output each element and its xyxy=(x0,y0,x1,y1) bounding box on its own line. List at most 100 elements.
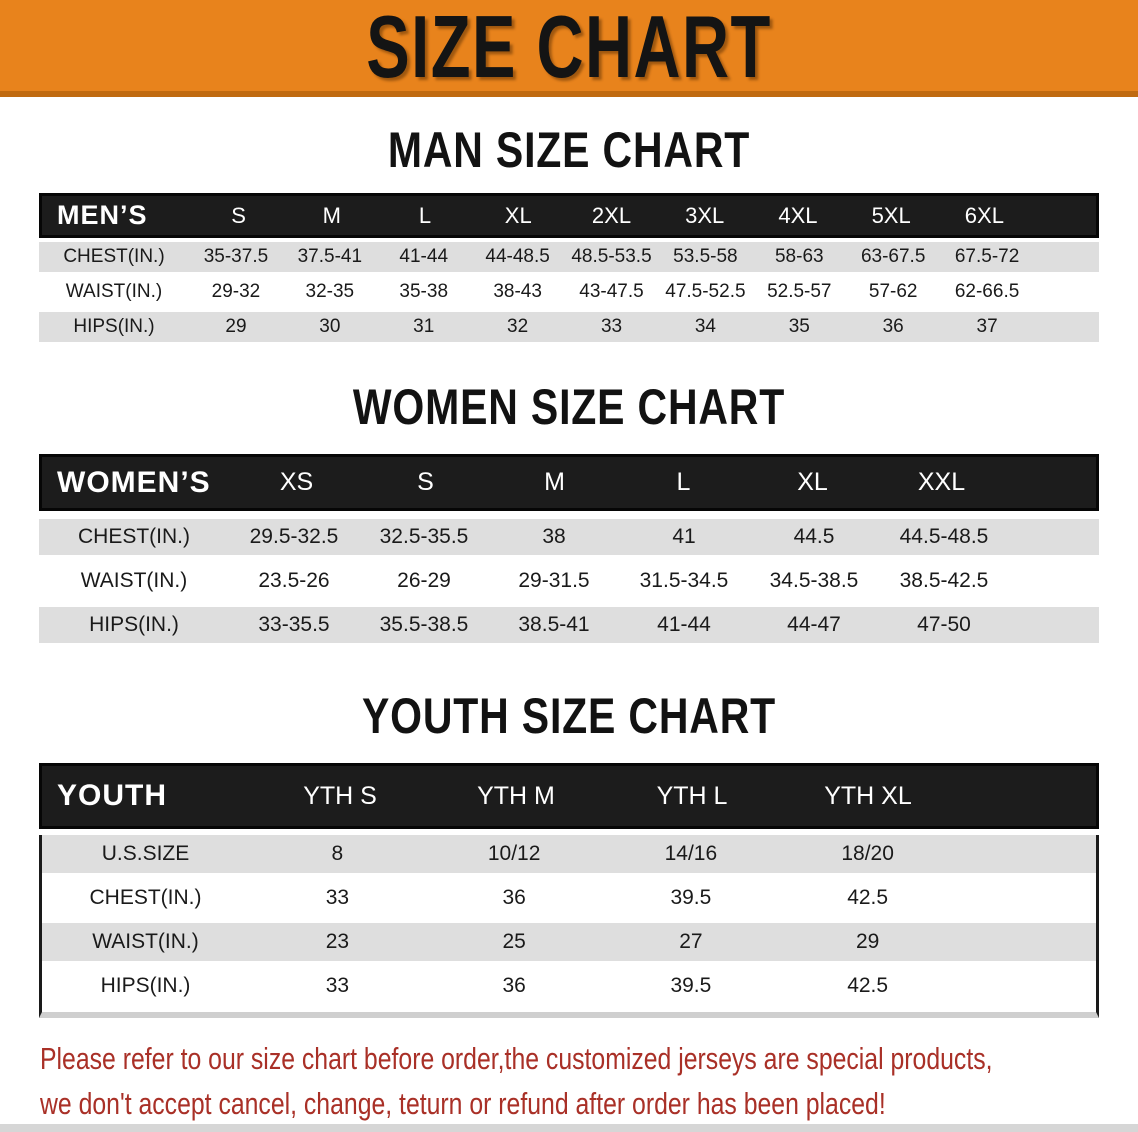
size-cell: 44.5-48.5 xyxy=(899,525,989,548)
table-row: WAIST(IN.) 23 25 27 29 xyxy=(42,923,1096,961)
size-cell: 34.5-38.5 xyxy=(769,569,859,592)
size-cell: 44-48.5 xyxy=(485,246,550,267)
size-column-header: XL xyxy=(797,468,828,496)
size-cell: 29.5-32.5 xyxy=(249,525,339,548)
size-column-header: 6XL xyxy=(964,202,1004,228)
size-cell: 52.5-57 xyxy=(767,281,832,302)
row-label: WAIST(IN.) xyxy=(65,281,163,302)
size-cell: 29 xyxy=(225,316,247,337)
size-cell: 38 xyxy=(542,525,566,548)
size-cell: 23.5-26 xyxy=(258,569,330,592)
disclaimer-note: Please refer to our size chart before or… xyxy=(40,1036,1138,1126)
size-cell: 42.5 xyxy=(847,886,889,909)
size-cell: 34 xyxy=(694,316,716,337)
size-cell: 41-44 xyxy=(657,613,711,636)
size-cell: 33 xyxy=(325,886,350,909)
bottom-edge-strip xyxy=(0,1124,1138,1132)
size-cell: 35.5-38.5 xyxy=(379,613,469,636)
size-cell: 58-63 xyxy=(774,246,824,267)
size-cell: 39.5 xyxy=(670,886,712,909)
size-cell: 27 xyxy=(679,930,703,953)
size-cell: 43-47.5 xyxy=(579,281,644,302)
table-header-row: YOUTH YTH S YTH M YTH L YTH XL xyxy=(39,763,1099,829)
size-cell: 38.5-41 xyxy=(518,613,590,636)
size-column-header: YTH L xyxy=(656,781,728,810)
size-cell: 8 xyxy=(331,842,344,865)
table-row: HIPS(IN.) 33 36 39.5 42.5 xyxy=(42,967,1096,1005)
size-column-header: XL xyxy=(504,202,532,228)
size-column-header: M xyxy=(322,202,341,228)
table-header-row: WOMEN’S XS S M L XL XXL xyxy=(39,454,1099,511)
table-row: HIPS(IN.) 33-35.5 35.5-38.5 38.5-41 41-44 44-… xyxy=(39,607,1099,643)
size-cell: 41 xyxy=(672,525,696,548)
size-cell: 41-44 xyxy=(399,246,449,267)
size-column-header: L xyxy=(418,202,432,228)
size-column-header: XXL xyxy=(917,468,966,496)
table-row: WAIST(IN.) 23.5-26 26-29 29-31.5 31.5-34.5 34… xyxy=(39,563,1099,599)
size-cell: 31.5-34.5 xyxy=(639,569,729,592)
size-cell: 35 xyxy=(788,316,810,337)
size-cell: 36 xyxy=(882,316,904,337)
size-column-header: YTH XL xyxy=(824,781,912,810)
size-chart-section: YOUTH SIZE CHART YOUTH YTH S YTH M YTH L YT… xyxy=(0,687,1138,1018)
table-header-row: MEN’S S M L XL 2XL 3XL 4XL 5XL 6XL xyxy=(39,193,1099,238)
table-header-label: MEN’S xyxy=(57,200,148,230)
size-cell: 35-37.5 xyxy=(203,246,269,267)
size-cell: 35-38 xyxy=(399,281,449,302)
size-cell: 47-50 xyxy=(917,613,971,636)
size-cell: 33 xyxy=(325,974,350,997)
size-cell: 53.5-58 xyxy=(673,246,738,267)
table-body: CHEST(IN.) 35-37.5 37.5-41 41-44 44-48.5 48.5… xyxy=(39,242,1099,342)
size-table: MEN’S S M L XL 2XL 3XL 4XL 5XL 6XL CHEST(IN.) 35-… xyxy=(39,193,1099,342)
size-chart-banner: SIZE CHART xyxy=(0,0,1138,97)
table-row: U.S.SIZE 8 10/12 14/16 18/20 xyxy=(42,835,1096,873)
size-cell: 32.5-35.5 xyxy=(379,525,469,548)
size-column-header: 3XL xyxy=(685,202,725,228)
section-heading: YOUTH SIZE CHART xyxy=(361,688,777,744)
size-cell: 63-67.5 xyxy=(860,246,926,267)
size-cell: 47.5-52.5 xyxy=(665,281,746,302)
size-column-header: YTH M xyxy=(477,781,555,810)
row-label: CHEST(IN.) xyxy=(63,246,165,267)
table-row: CHEST(IN.) 33 36 39.5 42.5 xyxy=(42,879,1096,917)
size-cell: 36 xyxy=(502,886,526,909)
disclaimer-line-1: Please refer to our size chart before or… xyxy=(40,1041,993,1076)
disclaimer-line-2: we don't accept cancel, change, teturn o… xyxy=(40,1086,886,1121)
table-body: U.S.SIZE 8 10/12 14/16 18/20 CHEST(IN.) 33 36 39… xyxy=(39,835,1099,1018)
row-label: HIPS(IN.) xyxy=(73,316,155,337)
table-header-label: WOMEN’S xyxy=(57,465,211,499)
size-cell: 23 xyxy=(325,930,350,953)
size-cell: 37 xyxy=(976,316,998,337)
row-label: CHEST(IN.) xyxy=(89,886,202,909)
table-row: WAIST(IN.) 29-32 32-35 35-38 38-43 43-47.5 47.… xyxy=(39,277,1099,307)
size-cell: 44-47 xyxy=(787,613,841,636)
size-cell: 29 xyxy=(855,930,880,953)
size-cell: 57-62 xyxy=(868,281,918,302)
size-cell: 37.5-41 xyxy=(297,246,363,267)
size-cell: 33-35.5 xyxy=(258,613,330,636)
size-column-header: M xyxy=(544,468,565,496)
size-cell: 26-29 xyxy=(397,569,451,592)
table-body: CHEST(IN.) 29.5-32.5 32.5-35.5 38 41 44.5 44.5… xyxy=(39,519,1099,643)
table-row: CHEST(IN.) 29.5-32.5 32.5-35.5 38 41 44.5 44.5… xyxy=(39,519,1099,555)
row-label: HIPS(IN.) xyxy=(100,974,191,997)
row-label: WAIST(IN.) xyxy=(92,930,199,953)
size-column-header: XS xyxy=(279,468,314,496)
size-cell: 32-35 xyxy=(305,281,355,302)
size-table: YOUTH YTH S YTH M YTH L YTH XL U.S.SIZE 8 10/… xyxy=(39,763,1099,1018)
size-column-header: S xyxy=(417,468,434,496)
size-cell: 38-43 xyxy=(493,281,542,302)
size-column-header: S xyxy=(231,202,246,228)
size-cell: 67.5-72 xyxy=(954,246,1020,267)
size-chart-sections: MAN SIZE CHART MEN’S S M L XL 2XL 3XL 4XL 5XL 6X… xyxy=(0,121,1138,1018)
size-column-header: YTH S xyxy=(303,781,377,810)
banner-title: SIZE CHART xyxy=(366,0,772,96)
size-chart-section: WOMEN SIZE CHART WOMEN’S XS S M L XL XXL CHES… xyxy=(0,378,1138,643)
size-cell: 44.5 xyxy=(793,525,835,548)
size-cell: 32 xyxy=(507,316,529,337)
size-cell: 25 xyxy=(502,930,526,953)
size-cell: 33 xyxy=(600,316,623,337)
row-label: WAIST(IN.) xyxy=(80,569,188,592)
row-label: HIPS(IN.) xyxy=(89,613,179,636)
size-column-header: L xyxy=(676,468,691,496)
